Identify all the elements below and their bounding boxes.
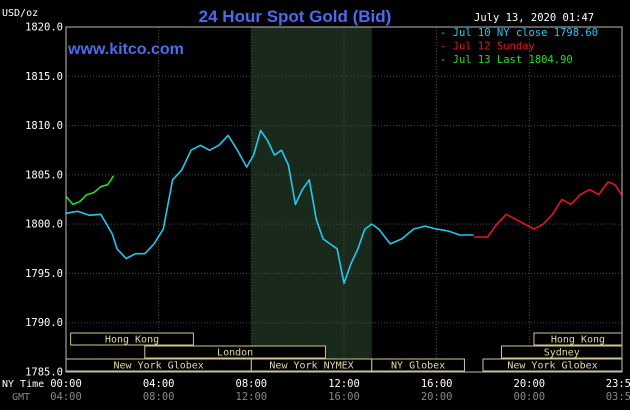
session-box xyxy=(371,358,465,372)
nymex-shade xyxy=(251,27,372,372)
session-label: New York Globex xyxy=(114,361,204,372)
y-tick-label: 1820.0 xyxy=(25,22,63,34)
y-tick-label: 1785.0 xyxy=(25,367,63,379)
x-tick-label-ny: 16:00 xyxy=(421,378,453,390)
brand-link[interactable]: www.kitco.com xyxy=(67,41,184,58)
x-tick-label-gmt: 04:00 xyxy=(50,391,82,403)
x-tick-label-gmt: 20:00 xyxy=(421,391,453,403)
y-tick-label: 1815.0 xyxy=(25,71,63,83)
x-tick-label-gmt: 08:00 xyxy=(143,391,175,403)
chart-text: 24 Hour Spot Gold (Bid) www.kitco.com US… xyxy=(2,7,594,403)
x-tick-label-ny: 12:00 xyxy=(328,378,360,390)
series-line-1 xyxy=(473,181,623,238)
session-label: New York NYMEX xyxy=(269,361,353,372)
legend-entry: - Jul 13 Last 1804.90 xyxy=(440,54,573,66)
x-tick-label-gmt: 12:00 xyxy=(236,391,268,403)
trading-sessions: Hong Kong London New York Globex New York N… xyxy=(65,332,623,372)
y-tick-label: 1800.0 xyxy=(25,219,63,231)
x-tick-label-ny: 23:59 xyxy=(606,378,630,390)
series-line-0 xyxy=(65,129,474,285)
session-label: Hong Kong xyxy=(551,335,605,346)
plot-border xyxy=(65,26,623,373)
legend-entry: - Jul 12 Sunday xyxy=(440,41,535,53)
session-label: New York Globex xyxy=(507,361,597,372)
session-box xyxy=(70,332,194,346)
legend-entry: - Jul 10 NY close 1798.60 xyxy=(440,27,598,39)
x-tick-label-ny: 20:00 xyxy=(514,378,546,390)
x-tick-label-ny: 08:00 xyxy=(236,378,268,390)
session-box xyxy=(144,345,326,359)
unit-label: USD/oz xyxy=(2,8,38,19)
chart-title: 24 Hour Spot Gold (Bid) xyxy=(199,7,392,26)
y-tick-label: 1795.0 xyxy=(25,268,63,280)
x-tick-label-gmt: 16:00 xyxy=(328,391,360,403)
session-label: NY Globex xyxy=(391,361,445,372)
x-tick-label-gmt: 03:59 xyxy=(606,391,630,403)
session-label: Sydney xyxy=(544,348,580,359)
y-tick-label: 1805.0 xyxy=(25,169,63,181)
x-tick-label-gmt: 00:00 xyxy=(514,391,546,403)
y-tick-label: 1790.0 xyxy=(25,317,63,329)
y-tick-label: 1810.0 xyxy=(25,120,63,132)
axis-label-ny: NY Time xyxy=(2,379,44,390)
x-tick-label-ny: 04:00 xyxy=(143,378,175,390)
legend: - Jul 10 NY close 1798.60 - Jul 12 Sunday… xyxy=(440,27,598,66)
axis-label-gmt: GMT xyxy=(12,392,30,403)
date-label: July 13, 2020 01:47 xyxy=(474,12,594,24)
price-series xyxy=(65,129,623,285)
x-tick-label-ny: 00:00 xyxy=(50,378,82,390)
plot-area xyxy=(66,26,622,373)
session-label: Hong Kong xyxy=(105,335,159,346)
session-label: London xyxy=(217,348,253,359)
axes: 1820.0 1815.0 1810.0 1805.0 1800.0 1795.0 1790… xyxy=(25,22,630,404)
series-line-2 xyxy=(65,175,115,206)
